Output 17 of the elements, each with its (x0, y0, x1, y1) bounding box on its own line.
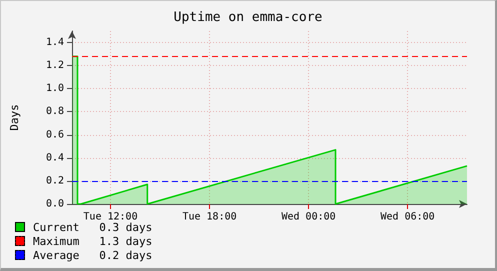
y-tick-label: 0.0 (46, 198, 64, 210)
y-tick-label: 1.0 (46, 83, 64, 94)
y-tick-label: 0.8 (46, 106, 64, 118)
legend-label: Current 0.3 days (33, 220, 152, 234)
legend-label: Average 0.2 days (33, 248, 152, 262)
y-tick-label: 1.2 (46, 60, 64, 72)
chart-title: Uptime on emma-core (174, 10, 323, 25)
x-tick-label: Tue 18:00 (182, 212, 237, 222)
x-tick-label: Tue 12:00 (83, 212, 138, 222)
y-tick-label: 1.4 (46, 37, 64, 48)
y-tick-label: 0.4 (46, 152, 64, 164)
y-tick-label: 0.6 (46, 129, 64, 140)
y-axis-title: Days (8, 104, 21, 131)
x-tick-label: Wed 06:00 (380, 212, 435, 222)
legend-label: Maximum 1.3 days (33, 234, 152, 248)
y-tick-label: 0.2 (46, 175, 64, 186)
x-tick-label: Wed 00:00 (281, 212, 336, 222)
